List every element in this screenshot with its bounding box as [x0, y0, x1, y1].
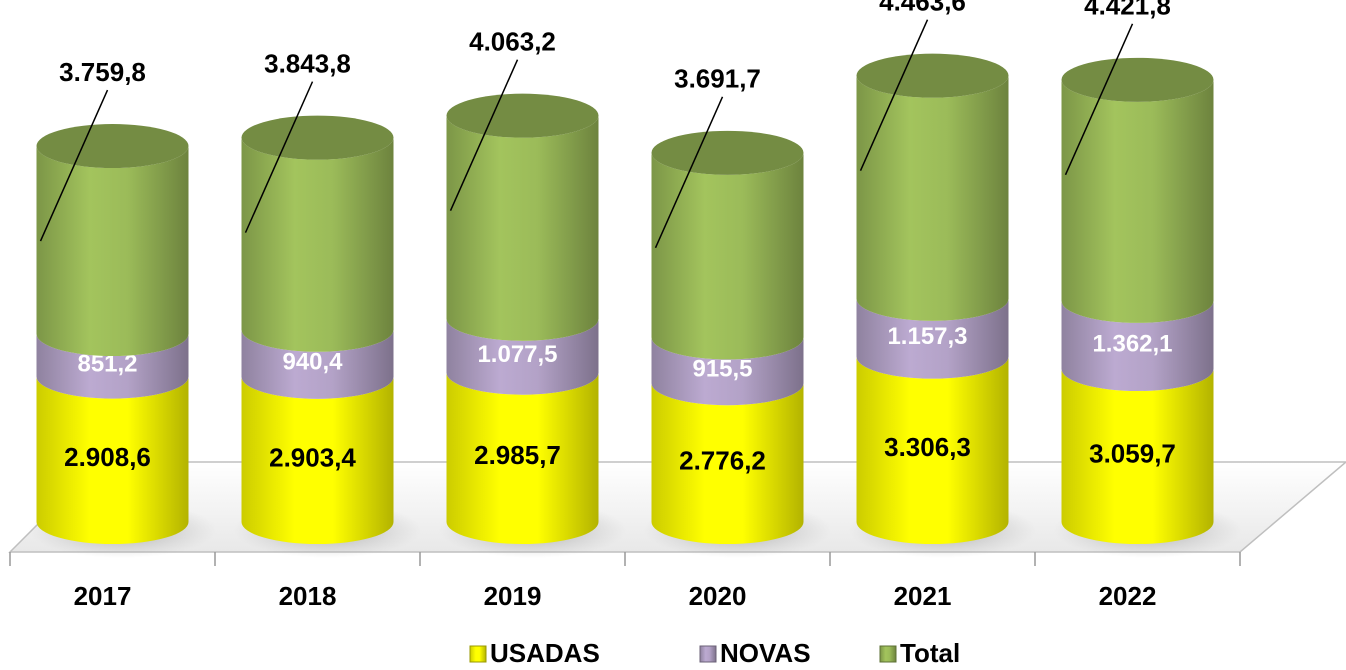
x-tick-label: 2020: [689, 581, 747, 611]
data-label: 4.463,6: [879, 0, 966, 17]
cylinder-segment: [1061, 300, 1214, 392]
cylinder-segment: [446, 115, 599, 341]
x-tick-label: 2017: [74, 581, 132, 611]
legend-label: NOVAS: [720, 638, 811, 668]
cylinder-segment: [856, 75, 1009, 321]
cylinder-segment: [651, 152, 804, 360]
data-label: 1.157,3: [887, 323, 967, 350]
legend-label: Total: [900, 638, 960, 668]
cylinder-top: [36, 124, 189, 169]
x-tick-label: 2021: [894, 581, 952, 611]
data-label: 2.908,6: [64, 442, 151, 472]
data-label: 4.063,2: [469, 27, 556, 57]
cylinder-segment: [446, 318, 599, 395]
data-label: 3.843,8: [264, 48, 351, 78]
data-label: 1.077,5: [477, 341, 557, 368]
data-label: 3.306,3: [884, 432, 971, 462]
cylinder-top: [1061, 57, 1214, 102]
cylinder-top: [446, 93, 599, 138]
cylinder-segment: [856, 298, 1009, 379]
data-label: 3.691,7: [674, 64, 761, 94]
data-label: 915,5: [692, 356, 752, 383]
cylinder-segment: [1061, 369, 1214, 544]
cylinder-segment: [241, 137, 394, 352]
x-tick-label: 2019: [484, 581, 542, 611]
leader-line: [244, 81, 314, 233]
data-label: 1.362,1: [1092, 330, 1172, 357]
data-label: 3.059,7: [1089, 438, 1176, 468]
cylinder-top: [241, 115, 394, 160]
cylinder-segment: [651, 383, 804, 544]
legend-swatch: [469, 645, 487, 663]
x-tick-label: 2018: [279, 581, 337, 611]
legend-swatch: [879, 645, 897, 663]
cylinder-segment: [446, 372, 599, 544]
legend-swatch: [699, 645, 717, 663]
legend-label: USADAS: [490, 638, 600, 668]
data-label: 940,4: [282, 349, 343, 376]
data-label: 2.985,7: [474, 440, 561, 470]
leader-line: [449, 59, 519, 211]
cylinder-top: [651, 130, 804, 175]
cylinder-segment: [1061, 79, 1214, 323]
data-label: 3.759,8: [59, 57, 146, 87]
leader-line: [859, 19, 929, 171]
leader-line: [39, 89, 109, 242]
leader-line: [654, 96, 724, 249]
leader-line: [1064, 23, 1134, 176]
data-label: 2.776,2: [679, 445, 766, 475]
data-label: 4.421,8: [1084, 0, 1171, 21]
cylinder-segment: [241, 329, 394, 399]
cylinder-top: [856, 53, 1009, 98]
cylinder-segment: [36, 334, 189, 399]
x-tick-label: 2022: [1099, 581, 1157, 611]
cylinder-segment: [651, 337, 804, 406]
cylinder-segment: [36, 146, 189, 357]
cylinder-segment: [856, 356, 1009, 544]
cylinder-segment: [36, 376, 189, 544]
cylinder-segment: [241, 376, 394, 544]
data-label: 2.903,4: [269, 442, 356, 472]
